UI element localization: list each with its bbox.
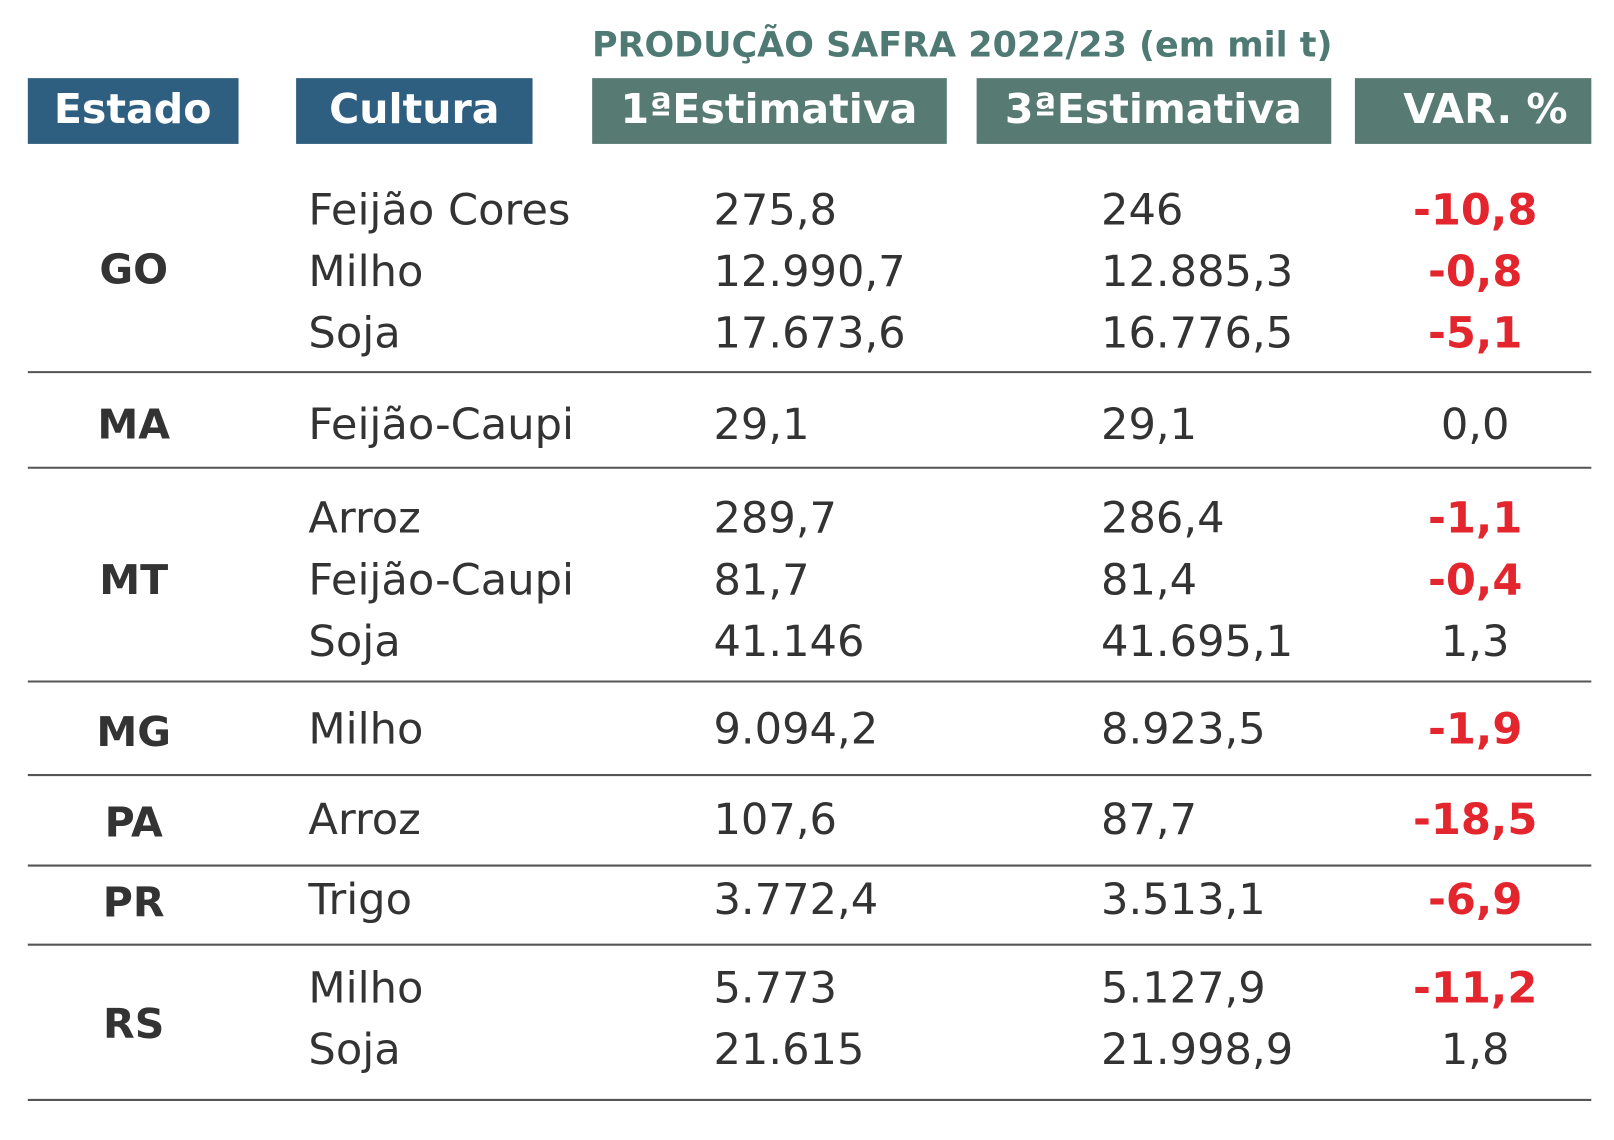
state-label: MG — [96, 708, 171, 756]
crop: Feijão Cores — [308, 185, 570, 235]
variation: -1,9 — [1428, 704, 1522, 754]
estimate-1: 81,7 — [713, 555, 809, 605]
variation: -10,8 — [1413, 185, 1537, 235]
state-label: PR — [103, 879, 165, 927]
crop: Milho — [308, 247, 423, 297]
estimate-3: 21.998,9 — [1101, 1025, 1293, 1075]
crop: Arroz — [308, 795, 420, 845]
header-label: Estado — [54, 85, 212, 133]
estimate-3: 286,4 — [1101, 494, 1225, 544]
crop: Arroz — [308, 494, 420, 544]
estimate-1: 12.990,7 — [713, 247, 905, 297]
header-box — [27, 78, 239, 144]
estimate-1: 41.146 — [713, 617, 864, 667]
crop: Milho — [308, 963, 423, 1013]
state-label: GO — [99, 245, 168, 293]
variation: -11,2 — [1413, 963, 1537, 1013]
crop: Trigo — [307, 875, 412, 925]
variation: 1,3 — [1441, 617, 1510, 667]
estimate-3: 29,1 — [1101, 400, 1197, 450]
estimate-3: 41.695,1 — [1101, 617, 1293, 667]
state-label: PA — [105, 798, 163, 846]
estimate-3: 246 — [1101, 185, 1183, 235]
estimate-1: 5.773 — [713, 963, 837, 1013]
crop: Soja — [308, 1025, 400, 1075]
estimate-3: 5.127,9 — [1101, 963, 1266, 1013]
header-label: 3ªEstimativa — [1005, 85, 1302, 133]
estimate-3: 3.513,1 — [1101, 875, 1266, 925]
estimate-1: 9.094,2 — [713, 704, 878, 754]
crop: Feijão-Caupi — [308, 555, 574, 605]
header-box — [1354, 78, 1592, 144]
estimate-1: 17.673,6 — [713, 309, 905, 359]
state-label: MA — [97, 401, 170, 449]
estimate-1: 289,7 — [713, 494, 837, 544]
variation: -18,5 — [1413, 795, 1537, 845]
variation: -0,4 — [1428, 555, 1522, 605]
estimate-1: 21.615 — [713, 1025, 864, 1075]
variation: 1,8 — [1441, 1025, 1510, 1075]
header-label: Cultura — [329, 85, 499, 133]
estimate-1: 107,6 — [713, 795, 837, 845]
crop: Feijão-Caupi — [308, 400, 574, 450]
estimate-3: 8.923,5 — [1101, 704, 1266, 754]
variation: -1,1 — [1428, 494, 1522, 544]
header-box — [592, 78, 947, 144]
state-label: MT — [99, 556, 168, 604]
crop: Soja — [308, 309, 400, 359]
estimate-3: 81,4 — [1101, 555, 1197, 605]
variation: -6,9 — [1428, 875, 1522, 925]
variation: -5,1 — [1428, 309, 1522, 359]
estimate-3: 87,7 — [1101, 795, 1197, 845]
header-box — [976, 78, 1332, 144]
header-box — [296, 78, 533, 144]
crop: Soja — [308, 617, 400, 667]
crop: Milho — [308, 704, 423, 754]
estimate-1: 275,8 — [713, 185, 837, 235]
variation: 0,0 — [1441, 400, 1510, 450]
header-label: VAR. % — [1403, 85, 1567, 133]
state-label: RS — [103, 1000, 164, 1048]
estimate-1: 29,1 — [713, 400, 809, 450]
header-label: 1ªEstimativa — [620, 85, 917, 133]
table-title: PRODUÇÃO SAFRA 2022/23 (em mil t) — [592, 23, 1333, 65]
variation: -0,8 — [1428, 247, 1522, 297]
estimate-3: 12.885,3 — [1101, 247, 1293, 297]
estimate-3: 16.776,5 — [1101, 309, 1293, 359]
estimate-1: 3.772,4 — [713, 875, 878, 925]
